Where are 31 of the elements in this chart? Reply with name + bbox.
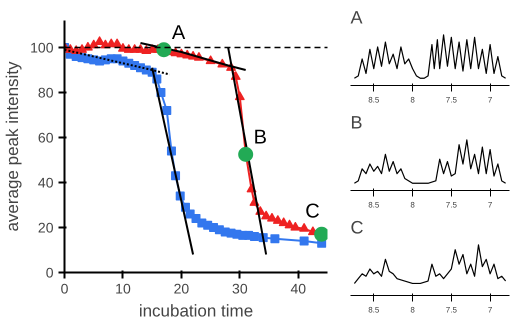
x-tick-label: 7.5 (446, 96, 458, 104)
x-tick-label: 7 (488, 200, 493, 210)
annotation: B (254, 126, 268, 148)
x-tick-label: 7.5 (446, 200, 458, 210)
y-tick-label: 100 (30, 40, 54, 56)
chart-title: B (350, 112, 363, 132)
x-tick-label: 8.5 (368, 200, 380, 210)
y-tick-label: 60 (38, 130, 54, 146)
x-tick-label: 10 (115, 280, 131, 296)
y-tick-label: 40 (38, 174, 54, 190)
y-axis-title: average peak intensity (3, 60, 22, 232)
y-tick-label: 20 (38, 220, 54, 236)
x-tick-label: 8.5 (368, 306, 380, 314)
x-tick-label: 8 (410, 306, 416, 314)
y-tick-label: 0 (46, 264, 54, 280)
x-tick-label: 8.5 (368, 96, 380, 104)
x-axis-title: incubation time (138, 302, 254, 320)
x-tick-label: 30 (232, 280, 248, 296)
x-tick-label: 7 (488, 96, 493, 104)
x-tick-label: 8 (410, 96, 416, 104)
x-tick-label: 8 (410, 200, 416, 210)
x-tick-label: 7.5 (446, 306, 458, 314)
annotation: A (172, 22, 186, 44)
x-tick-label: 20 (174, 280, 190, 296)
x-tick-label: 7 (488, 306, 493, 314)
chart-title: A (350, 8, 363, 28)
chart-title: C (350, 218, 364, 238)
annotation: C (305, 200, 320, 222)
x-tick-label: 40 (290, 280, 306, 296)
x-tick-label: 0 (60, 280, 69, 296)
y-tick-label: 80 (38, 84, 54, 100)
